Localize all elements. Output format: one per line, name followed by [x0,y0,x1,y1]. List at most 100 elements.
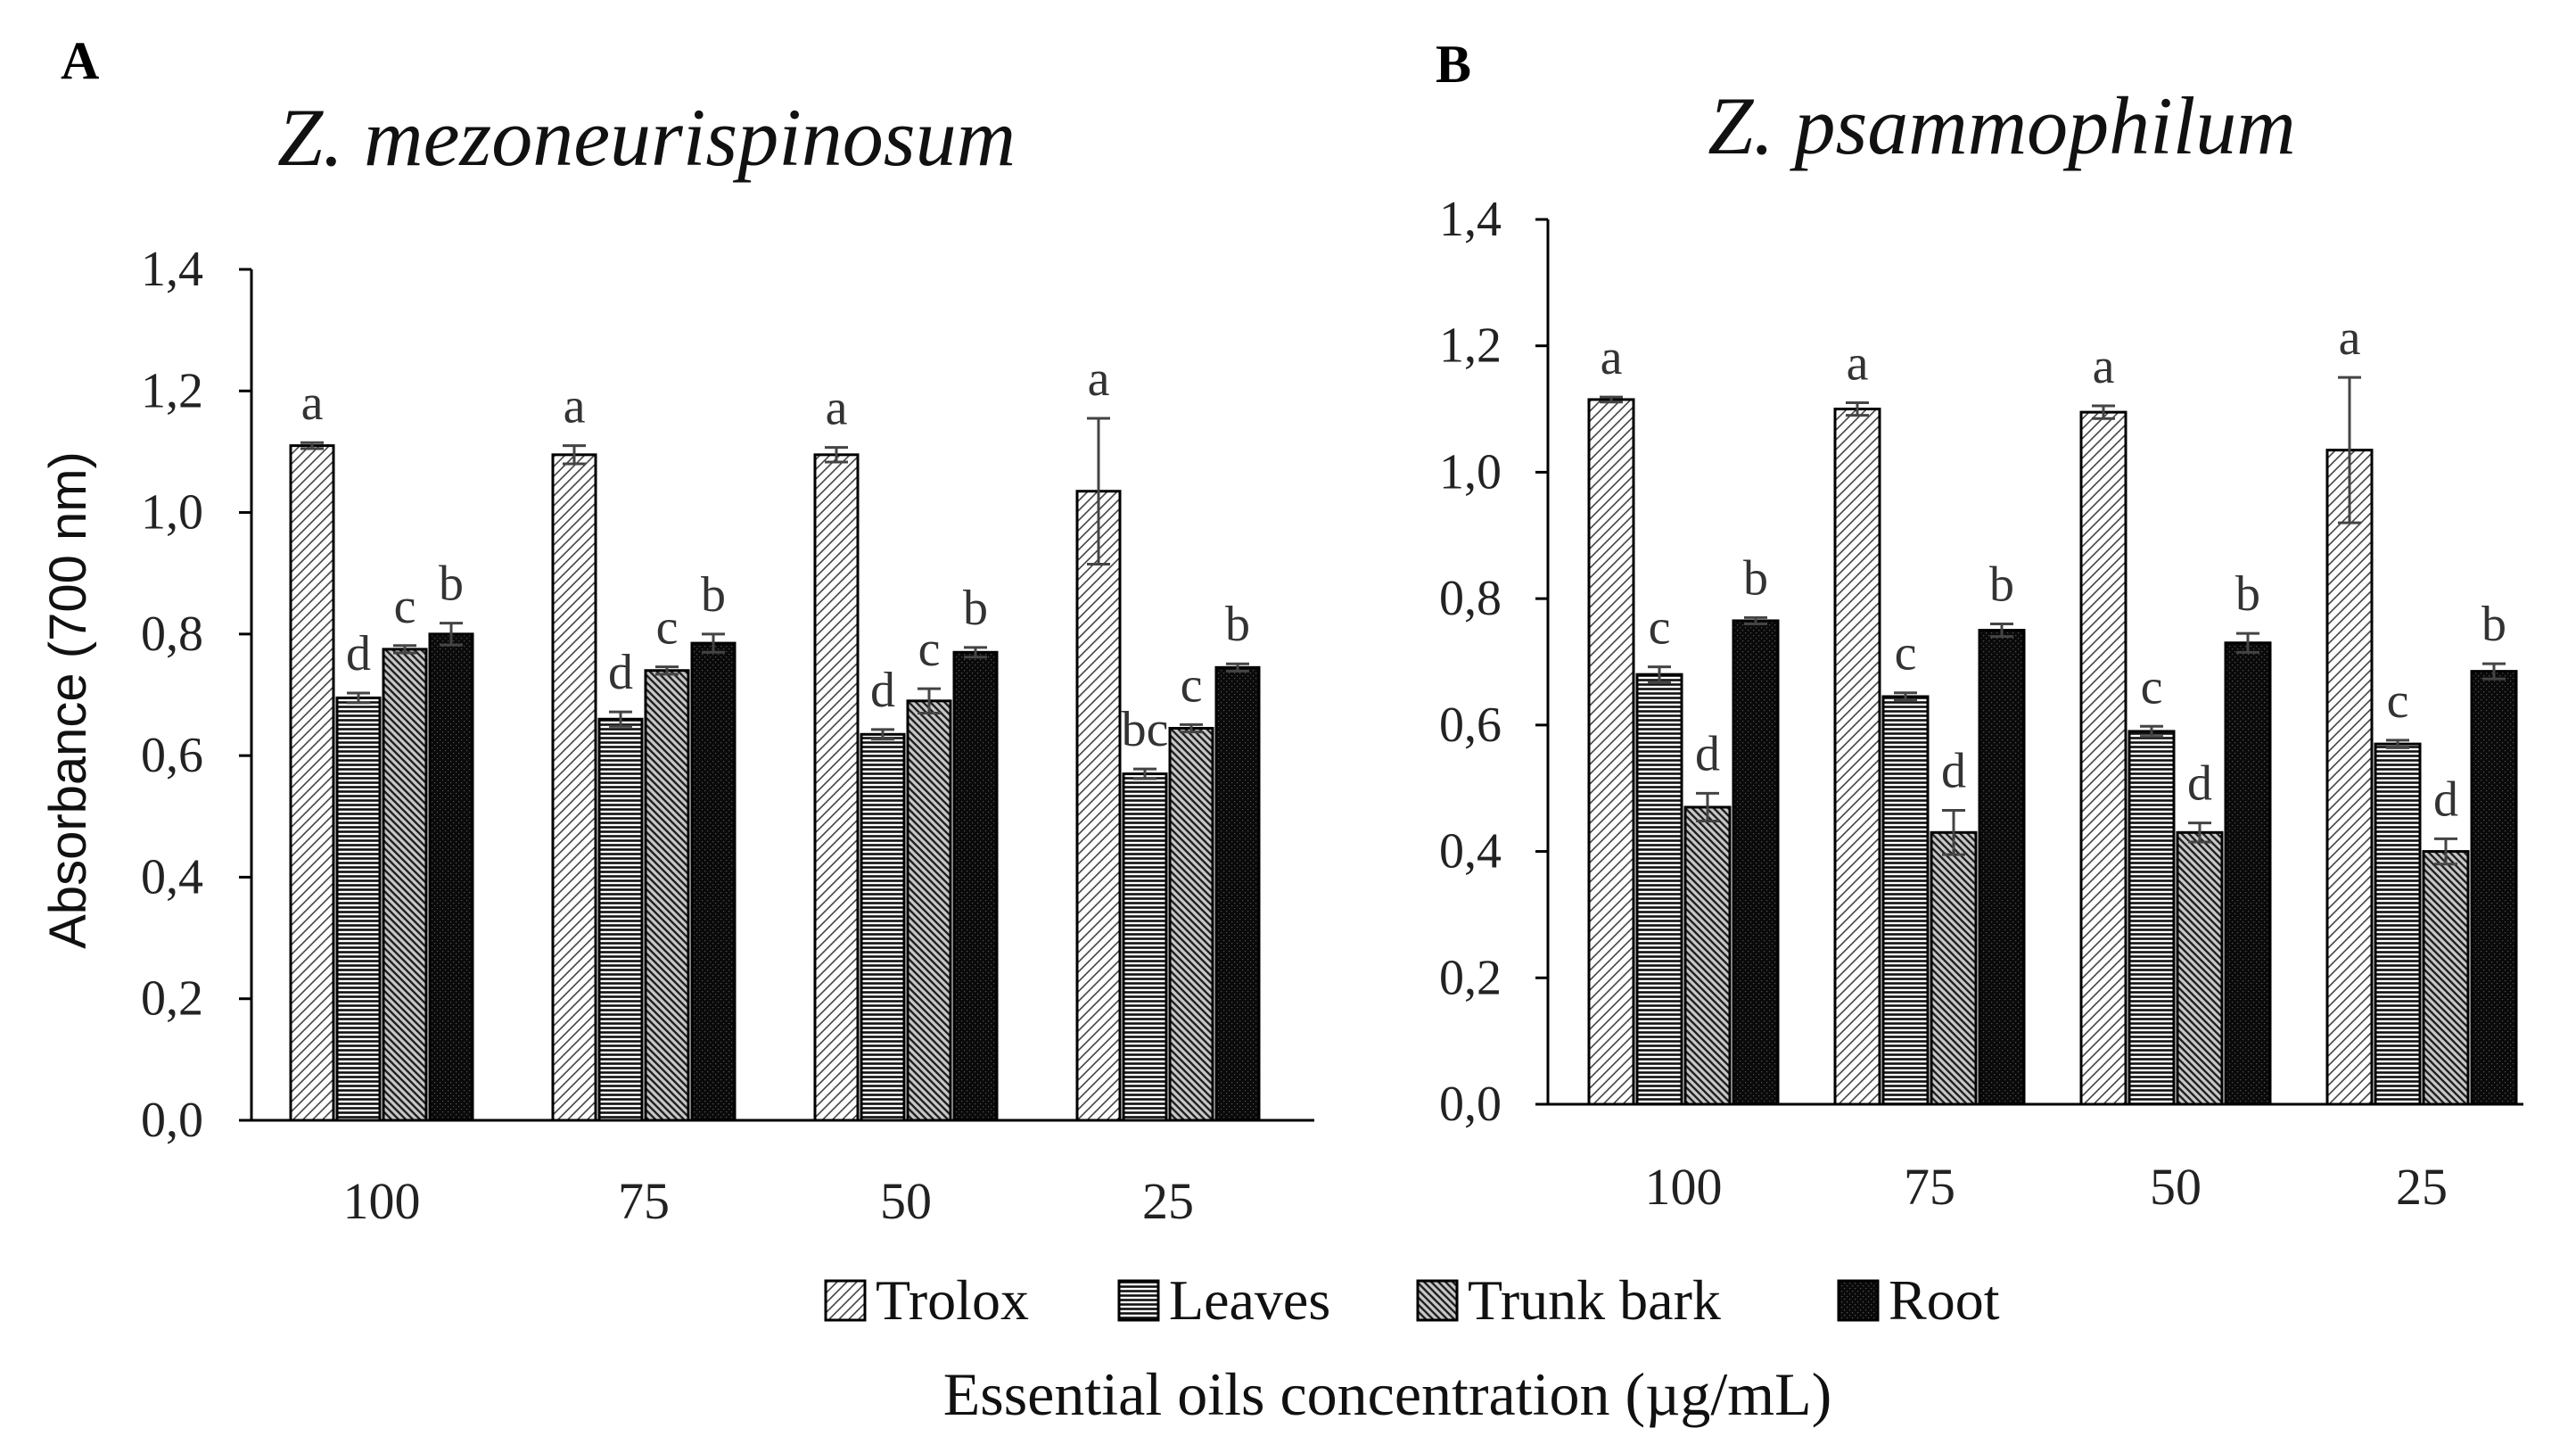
panel-a-y-tick-label: 0,0 [141,1093,203,1148]
panel-a-bar-trolox-75 [551,453,597,1122]
panel-a-y-tick-label: 1,2 [141,363,203,418]
panel-b-letter-leaves-100: c [1649,600,1671,656]
panel-a-bar-leaves-75 [597,717,644,1122]
panel-b-bar-root-100 [1732,619,1780,1106]
legend-label-leaves: Leaves [1169,1268,1330,1332]
panel-b-y-tick-label: 0,0 [1439,1077,1502,1132]
panel-a-bar-trolox-100 [289,444,335,1122]
panel-b-x-tick-label: 50 [2150,1158,2202,1216]
panel-b-y-tick-label: 1,4 [1439,192,1502,247]
panel-a-letter-trunk-bark-50: c [918,622,941,677]
panel-a-letter-root-50: b [963,581,988,636]
panel-a-bar-root-50 [952,650,999,1122]
panel-a-y-tick-label: 0,2 [141,971,203,1027]
panel-b-bar-trolox-75 [1833,408,1881,1106]
panel-b-letter-root-100: b [1743,550,1768,606]
panel-a-letter-trolox-25: a [1088,351,1110,407]
panel-a-bar-trunk-bark-75 [644,669,690,1122]
panel-a-title: Z. mezoneurispinosum [277,92,1016,183]
panel-b-x-tick-label: 25 [2396,1158,2448,1216]
panel-b-letter-leaves-50: c [2141,659,2163,714]
panel-b-label: B [1436,35,1471,94]
panel-a-y-tick-label: 0,6 [141,728,203,783]
panel-b-title: Z. psammophilum [1708,80,2295,171]
panel-a-x-tick-label: 25 [1142,1172,1194,1230]
panel-b-y-tick-label: 0,8 [1439,571,1502,626]
panel-b-y-tick-label: 0,2 [1439,950,1502,1005]
legend-swatch-root [1837,1279,1880,1322]
panel-b-y-tick-label: 1,2 [1439,318,1502,374]
panel-b-letter-trunk-bark-100: d [1695,726,1720,781]
panel-a-x-tick-label: 50 [880,1172,932,1230]
panel-b-letter-trolox-75: a [1847,335,1869,391]
panel-a-letter-trolox-75: a [564,379,586,434]
panel-b-letter-trunk-bark-50: d [2187,756,2212,812]
y-axis-title: Absorbance (700 nm) [39,451,97,949]
legend-swatch-trolox [824,1279,867,1322]
legend-label-trunk-bark: Trunk bark [1468,1268,1721,1332]
panel-a-bar-trunk-bark-100 [382,648,428,1122]
panel-b-letter-trolox-100: a [1601,330,1623,385]
panel-b-bar-leaves-100 [1635,673,1683,1106]
panel-a-y-tick-label: 1,4 [141,242,203,297]
panel-b-bar-trunk-bark-50 [2176,830,2224,1106]
panel-a-letter-leaves-100: d [346,626,371,681]
panel-a-letter-trolox-50: a [826,381,848,436]
panel-b-letter-trunk-bark-75: d [1941,744,1966,799]
panel-a-letter-trunk-bark-100: c [394,579,416,634]
panel-b-x-tick-label: 100 [1645,1158,1723,1216]
panel-a-letter-trolox-100: a [301,376,324,431]
panel-b-letter-trunk-bark-25: d [2433,772,2458,827]
panel-a-bar-leaves-100 [335,696,382,1122]
panel-b-y-tick-label: 1,0 [1439,444,1502,499]
panel-b-bar-leaves-50 [2127,730,2176,1106]
panel-a-bar-root-25 [1214,665,1261,1122]
panel-a-bar-root-75 [690,641,737,1122]
panel-a-letter-leaves-25: bc [1122,702,1169,757]
panel-a-bar-leaves-50 [860,732,906,1122]
legend-swatch-leaves [1117,1279,1160,1322]
panel-b-x-tick-label: 75 [1904,1158,1955,1216]
panel-b-bar-trunk-bark-100 [1683,805,1732,1106]
panel-b-y-tick-label: 0,4 [1439,824,1502,879]
panel-a-letter-root-25: b [1225,597,1250,652]
panel-a-x-tick-label: 75 [618,1172,670,1230]
panel-b-bar-trolox-100 [1587,398,1635,1106]
panel-b-letter-root-75: b [1989,557,2014,612]
panel-b-plot: 0,00,20,40,60,81,01,21,4acdb100acdb75acd… [1439,192,2523,1216]
legend: Trolox Leaves Trunk bark Root [824,1268,2000,1332]
panel-a-bar-leaves-25 [1122,772,1168,1122]
panel-b-bar-trolox-50 [2079,410,2127,1106]
panel-a-x-tick-label: 100 [343,1172,421,1230]
panel-b-letter-root-25: b [2481,597,2506,652]
panel-a-y-tick-label: 0,4 [141,849,203,904]
panel-b-bar-root-75 [1978,629,2026,1106]
legend-swatch-trunk-bark [1416,1279,1459,1322]
panel-b-bar-trolox-25 [2325,449,2374,1106]
panel-a-letter-trunk-bark-25: c [1181,657,1203,713]
panel-b-y-tick-label: 0,6 [1439,698,1502,753]
panel-b-bar-root-25 [2470,670,2518,1106]
panel-b-letter-leaves-75: c [1895,626,1917,681]
panel-b-letter-trolox-50: a [2093,339,2115,394]
x-axis-title: Essential oils concentration (µg/mL) [943,1360,1832,1428]
panel-a-letter-leaves-50: d [870,663,895,718]
legend-label-root: Root [1889,1268,2000,1332]
panel-a-bar-trolox-25 [1075,490,1122,1122]
panel-b-letter-root-50: b [2235,566,2260,622]
legend-label-trolox: Trolox [876,1268,1029,1332]
panel-b-bar-root-50 [2224,641,2272,1106]
panel-a-letter-root-100: b [439,557,464,612]
panel-a-letter-root-75: b [701,567,726,623]
panel-a-y-tick-label: 0,8 [141,607,203,662]
panel-b-letter-trolox-25: a [2339,310,2361,366]
panel-b-bar-trunk-bark-25 [2422,850,2470,1106]
panel-a-bar-trolox-50 [813,453,860,1122]
panel-b-bar-trunk-bark-75 [1930,830,1978,1106]
panel-a-bar-trunk-bark-50 [906,699,952,1122]
panel-b-bar-leaves-75 [1881,695,1930,1106]
panel-a-label: A [61,31,99,90]
panel-a-bar-root-100 [428,632,474,1122]
